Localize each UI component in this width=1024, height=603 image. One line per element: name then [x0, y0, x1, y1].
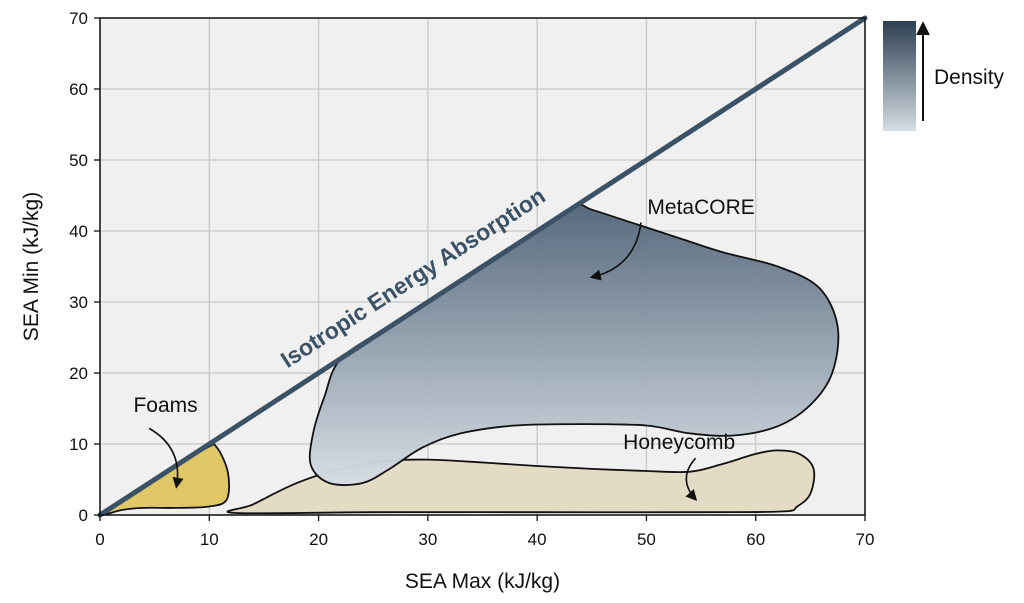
isotropic-line [97, 15, 868, 518]
density-label: Density [934, 66, 1005, 89]
y-axis-title: SEA Min (kJ/kg) [20, 192, 43, 341]
x-tick-label: 50 [637, 530, 656, 549]
y-tick-label: 30 [69, 293, 88, 312]
y-tick-label: 50 [69, 151, 88, 170]
y-tick-label: 40 [69, 222, 88, 241]
metacore-label: MetaCORE [647, 196, 754, 219]
density-colorbar [883, 21, 916, 131]
x-tick-label: 10 [200, 530, 219, 549]
x-tick-label: 0 [95, 530, 104, 549]
regions [99, 203, 840, 517]
x-tick-label: 20 [309, 530, 328, 549]
y-tick-label: 20 [69, 364, 88, 383]
x-axis-ticks: 0 10 20 30 40 50 60 70 [95, 515, 874, 549]
honeycomb-arrow [685, 457, 698, 502]
foams-label: Foams [133, 394, 197, 417]
y-tick-label: 60 [69, 80, 88, 99]
x-tick-label: 60 [746, 530, 765, 549]
y-tick-label: 0 [79, 506, 88, 525]
y-tick-label: 10 [69, 435, 88, 454]
y-axis-ticks: 0 10 20 30 40 50 60 70 [69, 9, 100, 525]
x-tick-label: 40 [528, 530, 547, 549]
x-axis-title: SEA Max (kJ/kg) [405, 570, 560, 593]
y-tick-label: 70 [69, 9, 88, 28]
foams-arrow [148, 427, 184, 489]
x-tick-label: 70 [856, 530, 875, 549]
metacore-arrow [589, 222, 642, 281]
legend: Density [883, 21, 1005, 131]
plot-frame [99, 17, 866, 516]
honeycomb-label: Honeycomb [623, 431, 735, 454]
x-tick-label: 30 [418, 530, 437, 549]
region-labels: Foams Honeycomb MetaCORE [133, 196, 754, 454]
annotation-arrows [148, 222, 698, 502]
